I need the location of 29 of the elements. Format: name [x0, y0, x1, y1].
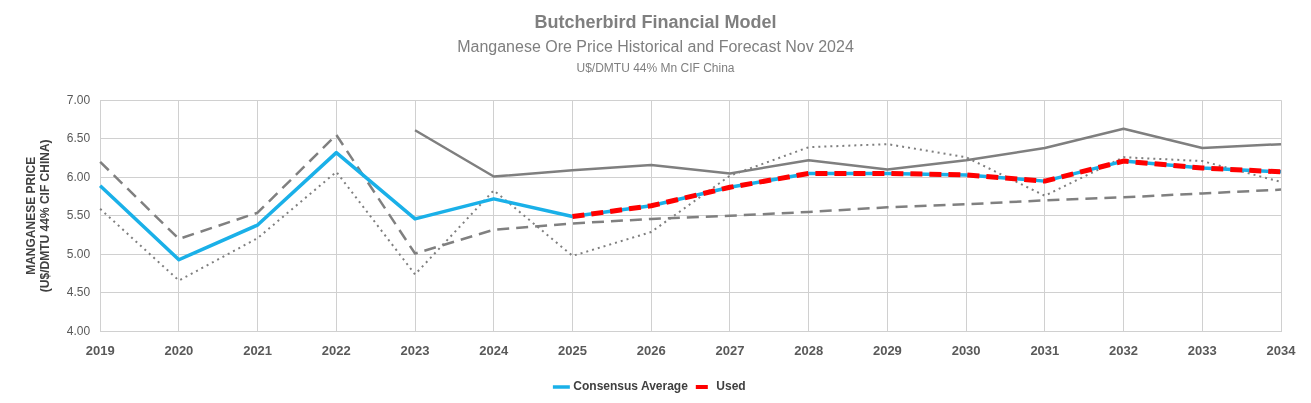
- x-tick-label: 2030: [951, 342, 981, 358]
- y-tick-label: 4.00: [66, 323, 91, 338]
- x-tick-label: 2031: [1030, 342, 1060, 358]
- legend-label: Used: [716, 379, 746, 394]
- x-tick-label: 2023: [400, 342, 430, 358]
- y-tick-label: 5.50: [66, 208, 91, 223]
- y-tick-label: 5.00: [66, 246, 91, 261]
- x-tick-label: 2029: [872, 342, 902, 358]
- x-tick-label: 2022: [321, 342, 351, 358]
- legend-label: Consensus Average: [573, 379, 689, 394]
- x-tick-label: 2032: [1109, 342, 1139, 358]
- x-tick-label: 2025: [558, 342, 587, 358]
- y-axis-title: MANGANESE PRICE (U$/DMTU 44% CIF CHINA): [23, 139, 52, 293]
- chart-subtitle: Manganese Ore Price Historical and Forecast Nov 2024: [456, 38, 855, 56]
- chart-title: Butcherbird Financial Model: [533, 12, 778, 33]
- x-tick-label: 2033: [1187, 342, 1217, 358]
- x-tick-label: 2028: [794, 342, 824, 358]
- x-tick-label: 2026: [636, 342, 666, 358]
- x-tick-label: 2021: [243, 342, 273, 358]
- x-tick-label: 2027: [715, 342, 745, 358]
- y-tick-label: 6.00: [66, 169, 91, 184]
- x-tick-label: 2019: [85, 342, 115, 358]
- x-tick-label: 2020: [164, 342, 194, 358]
- y-tick-label: 6.50: [66, 131, 91, 146]
- y-tick-label: 7.00: [66, 92, 91, 107]
- x-tick-label: 2034: [1266, 342, 1297, 358]
- y-tick-label: 4.50: [66, 285, 91, 300]
- x-tick-label: 2024: [479, 342, 509, 358]
- text: U$/DMTU 44% Mn CIF China: [575, 61, 736, 75]
